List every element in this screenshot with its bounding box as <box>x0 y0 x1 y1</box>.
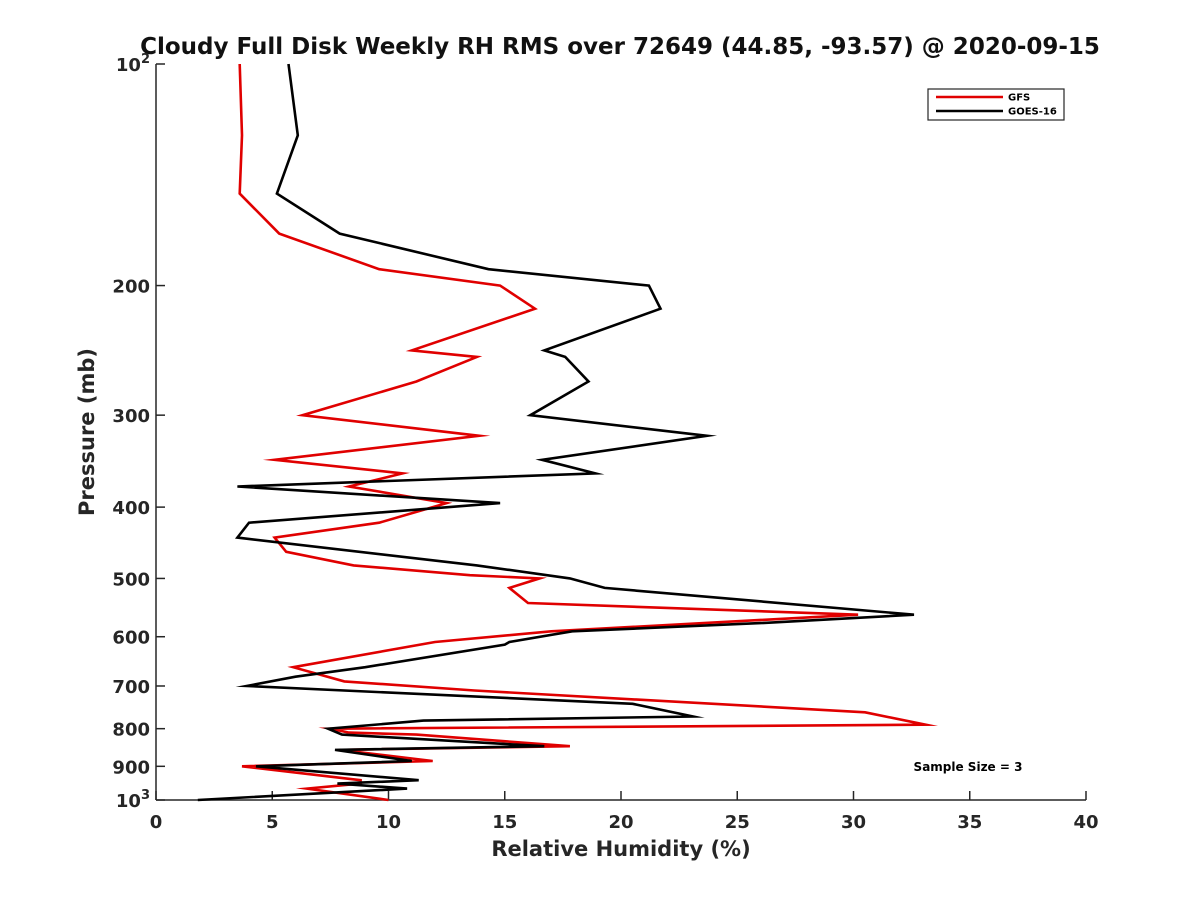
x-tick-label: 25 <box>725 812 750 833</box>
x-tick-label: 0 <box>150 812 163 833</box>
y-axis-label: Pressure (mb) <box>75 348 99 516</box>
y-tick-label: 500 <box>112 569 150 590</box>
legend: GFS GOES-16 <box>927 88 1065 121</box>
x-tick-label: 35 <box>957 812 982 833</box>
x-tick-label: 20 <box>608 812 633 833</box>
x-tick-label: 5 <box>266 812 279 833</box>
y-tick-label: 102 <box>116 52 150 76</box>
x-ticks: 0 5 10 15 20 25 30 35 40 <box>150 791 1099 833</box>
x-tick-label: 15 <box>492 812 517 833</box>
legend-box <box>927 88 1065 121</box>
y-tick-label: 200 <box>112 277 150 298</box>
chart-title: Cloudy Full Disk Weekly RH RMS over 7264… <box>140 34 1100 60</box>
legend-entry-label: GOES-16 <box>1008 107 1057 118</box>
y-tick-label: 400 <box>112 498 150 519</box>
x-tick-label: 10 <box>376 812 401 833</box>
x-tick-label: 40 <box>1073 812 1098 833</box>
x-tick-label: 30 <box>841 812 866 833</box>
legend-entry-label: GFS <box>1008 93 1030 104</box>
y-tick-label: 700 <box>112 677 150 698</box>
plot-area: 0 5 10 15 20 25 30 35 40 102 200 300 400 500 600 700 80… <box>112 52 1098 833</box>
y-tick-label: 600 <box>112 628 150 649</box>
x-axis-label: Relative Humidity (%) <box>491 837 750 861</box>
series-layer <box>197 63 939 802</box>
series-line-gfs <box>238 63 939 802</box>
y-ticks: 102 200 300 400 500 600 700 800 900 103 <box>112 52 165 812</box>
sample-size-annotation: Sample Size = 3 <box>914 760 1023 774</box>
series-line-goes-16 <box>197 63 915 802</box>
y-tick-label: 300 <box>112 406 150 427</box>
y-tick-label: 800 <box>112 720 150 741</box>
y-tick-label: 900 <box>112 757 150 778</box>
y-tick-label: 103 <box>116 788 150 812</box>
